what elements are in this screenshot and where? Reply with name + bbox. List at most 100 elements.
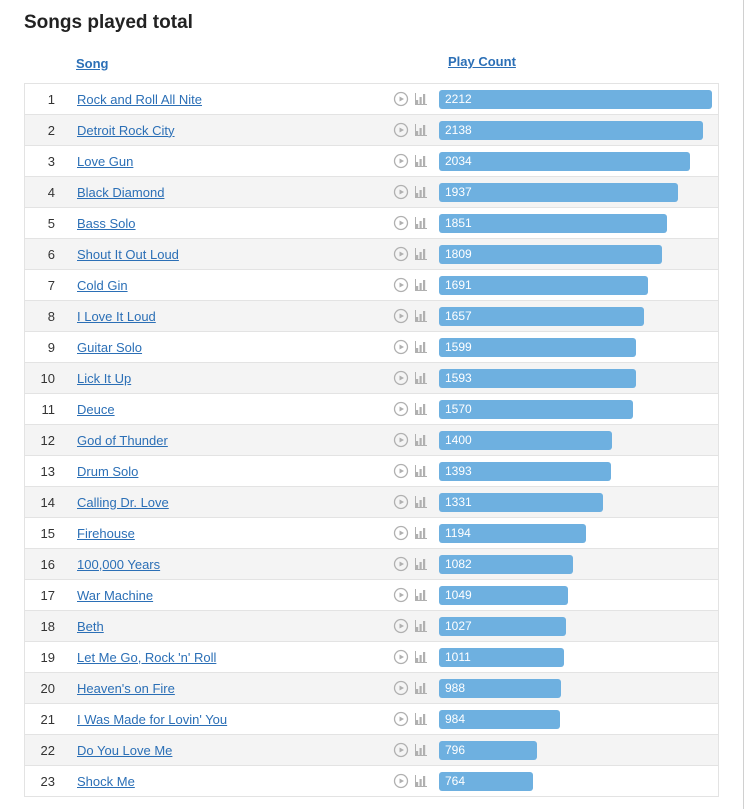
song-cell: Let Me Go, Rock 'n' Roll bbox=[65, 650, 395, 665]
song-link[interactable]: Heaven's on Fire bbox=[77, 681, 175, 696]
play-icon[interactable] bbox=[393, 463, 409, 479]
stats-icon[interactable] bbox=[413, 184, 429, 200]
play-icon[interactable] bbox=[393, 184, 409, 200]
stats-icon[interactable] bbox=[413, 463, 429, 479]
row-actions bbox=[395, 556, 435, 572]
song-link[interactable]: War Machine bbox=[77, 588, 153, 603]
play-count-bar: 1593 bbox=[439, 369, 636, 388]
song-link[interactable]: Shout It Out Loud bbox=[77, 247, 179, 262]
play-icon[interactable] bbox=[393, 339, 409, 355]
stats-icon[interactable] bbox=[413, 711, 429, 727]
play-icon[interactable] bbox=[393, 153, 409, 169]
play-icon[interactable] bbox=[393, 246, 409, 262]
play-icon[interactable] bbox=[393, 618, 409, 634]
stats-icon[interactable] bbox=[413, 742, 429, 758]
song-cell: Calling Dr. Love bbox=[65, 495, 395, 510]
play-count-cell: 796 bbox=[435, 741, 718, 760]
play-icon[interactable] bbox=[393, 122, 409, 138]
stats-icon[interactable] bbox=[413, 122, 429, 138]
rank-cell: 7 bbox=[25, 278, 65, 293]
song-cell: Bass Solo bbox=[65, 216, 395, 231]
play-icon[interactable] bbox=[393, 401, 409, 417]
rank-cell: 11 bbox=[25, 402, 65, 417]
play-count-cell: 1027 bbox=[435, 617, 718, 636]
stats-icon[interactable] bbox=[413, 370, 429, 386]
song-link[interactable]: Love Gun bbox=[77, 154, 133, 169]
song-link[interactable]: Deuce bbox=[77, 402, 115, 417]
song-link[interactable]: Detroit Rock City bbox=[77, 123, 175, 138]
play-icon[interactable] bbox=[393, 432, 409, 448]
song-link[interactable]: I Love It Loud bbox=[77, 309, 156, 324]
play-icon[interactable] bbox=[393, 742, 409, 758]
song-link[interactable]: 100,000 Years bbox=[77, 557, 160, 572]
row-actions bbox=[395, 432, 435, 448]
play-count-cell: 1331 bbox=[435, 493, 718, 512]
song-link[interactable]: Rock and Roll All Nite bbox=[77, 92, 202, 107]
stats-icon[interactable] bbox=[413, 432, 429, 448]
stats-icon[interactable] bbox=[413, 246, 429, 262]
stats-icon[interactable] bbox=[413, 401, 429, 417]
play-count-cell: 2212 bbox=[435, 90, 718, 109]
stats-icon[interactable] bbox=[413, 215, 429, 231]
play-icon[interactable] bbox=[393, 91, 409, 107]
song-link[interactable]: Bass Solo bbox=[77, 216, 136, 231]
stats-icon[interactable] bbox=[413, 494, 429, 510]
stats-icon[interactable] bbox=[413, 308, 429, 324]
sort-by-song[interactable]: Song bbox=[76, 56, 109, 71]
play-icon[interactable] bbox=[393, 556, 409, 572]
song-link[interactable]: Calling Dr. Love bbox=[77, 495, 169, 510]
sort-by-play-count[interactable]: Play Count bbox=[448, 54, 516, 69]
play-icon[interactable] bbox=[393, 370, 409, 386]
rank-cell: 23 bbox=[25, 774, 65, 789]
page-title: Songs played total bbox=[24, 12, 719, 34]
song-link[interactable]: Guitar Solo bbox=[77, 340, 142, 355]
rank-cell: 15 bbox=[25, 526, 65, 541]
song-link[interactable]: Shock Me bbox=[77, 774, 135, 789]
song-link[interactable]: Firehouse bbox=[77, 526, 135, 541]
song-link[interactable]: God of Thunder bbox=[77, 433, 168, 448]
stats-icon[interactable] bbox=[413, 153, 429, 169]
play-icon[interactable] bbox=[393, 680, 409, 696]
play-icon[interactable] bbox=[393, 215, 409, 231]
stats-icon[interactable] bbox=[413, 649, 429, 665]
stats-icon[interactable] bbox=[413, 587, 429, 603]
play-count-bar: 984 bbox=[439, 710, 560, 729]
play-count-bar: 1851 bbox=[439, 214, 667, 233]
table-row: 20Heaven's on Fire988 bbox=[25, 673, 718, 704]
rank-cell: 6 bbox=[25, 247, 65, 262]
play-icon[interactable] bbox=[393, 587, 409, 603]
stats-icon[interactable] bbox=[413, 525, 429, 541]
stats-icon[interactable] bbox=[413, 556, 429, 572]
play-icon[interactable] bbox=[393, 308, 409, 324]
song-link[interactable]: Lick It Up bbox=[77, 371, 131, 386]
play-icon[interactable] bbox=[393, 649, 409, 665]
table-row: 4Black Diamond1937 bbox=[25, 177, 718, 208]
play-count-bar: 1691 bbox=[439, 276, 648, 295]
song-link[interactable]: Drum Solo bbox=[77, 464, 138, 479]
stats-icon[interactable] bbox=[413, 277, 429, 293]
song-link[interactable]: Cold Gin bbox=[77, 278, 128, 293]
songs-played-panel: Songs played total Song Play Count 1Rock… bbox=[0, 0, 744, 809]
song-link[interactable]: I Was Made for Lovin' You bbox=[77, 712, 227, 727]
song-link[interactable]: Do You Love Me bbox=[77, 743, 172, 758]
play-count-cell: 1049 bbox=[435, 586, 718, 605]
song-link[interactable]: Beth bbox=[77, 619, 104, 634]
stats-icon[interactable] bbox=[413, 339, 429, 355]
stats-icon[interactable] bbox=[413, 618, 429, 634]
stats-icon[interactable] bbox=[413, 91, 429, 107]
play-icon[interactable] bbox=[393, 525, 409, 541]
play-count-bar: 1599 bbox=[439, 338, 636, 357]
song-table: 1Rock and Roll All Nite22122Detroit Rock… bbox=[24, 83, 719, 797]
play-icon[interactable] bbox=[393, 494, 409, 510]
play-icon[interactable] bbox=[393, 773, 409, 789]
song-link[interactable]: Let Me Go, Rock 'n' Roll bbox=[77, 650, 216, 665]
song-link[interactable]: Black Diamond bbox=[77, 185, 164, 200]
play-icon[interactable] bbox=[393, 277, 409, 293]
stats-icon[interactable] bbox=[413, 773, 429, 789]
table-row: 16100,000 Years1082 bbox=[25, 549, 718, 580]
row-actions bbox=[395, 742, 435, 758]
play-count-bar: 1082 bbox=[439, 555, 573, 574]
play-count-bar: 1937 bbox=[439, 183, 678, 202]
play-icon[interactable] bbox=[393, 711, 409, 727]
stats-icon[interactable] bbox=[413, 680, 429, 696]
